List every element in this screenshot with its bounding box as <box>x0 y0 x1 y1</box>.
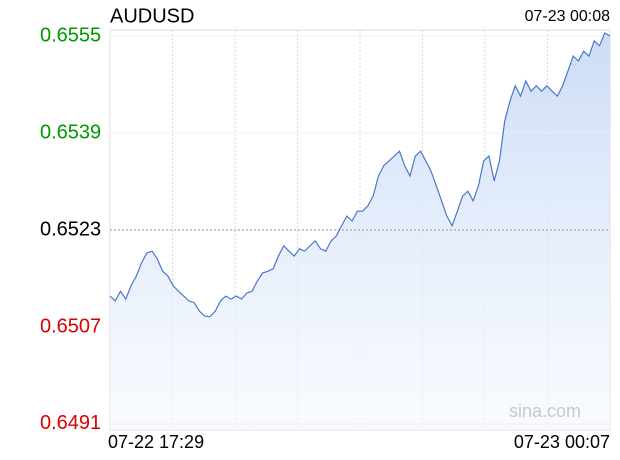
watermark: sina.com <box>509 401 581 421</box>
y-tick-label: 0.6491 <box>40 412 101 434</box>
timestamp: 07-23 00:08 <box>525 8 611 25</box>
y-tick-label: 0.6507 <box>40 315 101 337</box>
x-end-label: 07-23 00:07 <box>514 432 610 452</box>
x-start-label: 07-22 17:29 <box>108 432 204 452</box>
price-line <box>109 32 611 318</box>
y-tick-label: 0.6523 <box>40 218 101 240</box>
chart-title: AUDUSD <box>110 5 194 27</box>
area <box>110 33 610 430</box>
y-tick-label: 0.6539 <box>40 121 101 143</box>
y-tick-label: 0.6555 <box>40 24 101 46</box>
